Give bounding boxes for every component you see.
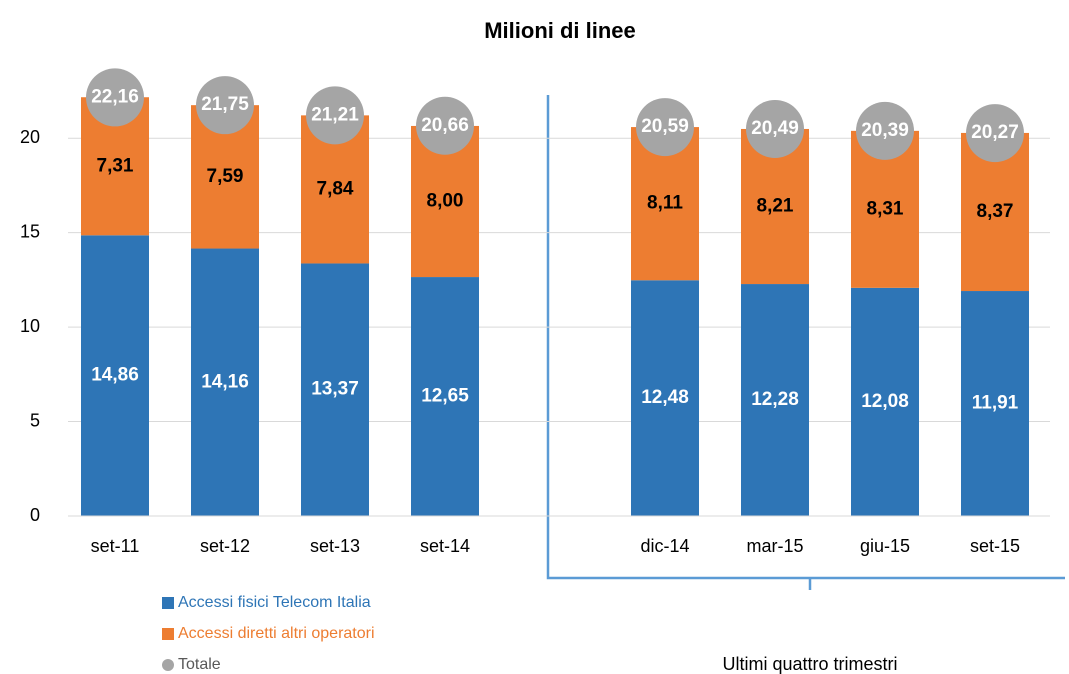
data-label: 7,84 — [317, 178, 354, 199]
data-label: 12,65 — [421, 386, 469, 407]
y-tick-label: 20 — [20, 127, 40, 147]
chart-title: Milioni di linee — [484, 18, 636, 43]
legend-label: Accessi diretti altri operatori — [178, 625, 375, 642]
legend-label: Accessi fisici Telecom Italia — [178, 594, 371, 611]
total-marker — [86, 68, 144, 127]
x-tick-label: mar-15 — [746, 536, 803, 556]
total-label: 20,66 — [421, 115, 469, 136]
x-tick-label: set-12 — [200, 536, 250, 556]
bar-segment — [411, 277, 479, 516]
data-label: 8,21 — [757, 196, 794, 217]
legend-label: Totale — [178, 656, 221, 673]
bar-segment — [191, 248, 259, 517]
bar-segment — [961, 291, 1029, 516]
data-label: 12,48 — [641, 387, 689, 408]
data-label: 7,31 — [97, 155, 134, 176]
x-tick-label: set-11 — [91, 536, 140, 556]
y-tick-label: 5 — [30, 410, 40, 430]
data-label: 8,00 — [427, 191, 464, 212]
data-label: 11,91 — [972, 393, 1019, 414]
data-label: 8,31 — [867, 198, 904, 219]
x-tick-label: set-13 — [310, 536, 360, 556]
data-label: 7,59 — [207, 166, 244, 187]
y-tick-label: 10 — [20, 316, 40, 336]
y-tick-label: 0 — [30, 505, 40, 525]
data-label: 14,16 — [201, 371, 249, 392]
data-label: 13,37 — [311, 379, 359, 400]
bracket — [546, 95, 1065, 590]
total-label: 20,39 — [861, 120, 909, 141]
data-label: 14,86 — [91, 365, 139, 386]
total-label: 20,27 — [971, 122, 1019, 143]
data-label: 8,11 — [647, 193, 683, 214]
total-label: 22,16 — [91, 86, 139, 107]
legend-swatch — [162, 628, 174, 640]
data-label: 8,37 — [977, 201, 1014, 222]
total-marker — [746, 99, 804, 158]
total-marker — [856, 101, 914, 160]
x-tick-label: set-15 — [970, 536, 1020, 556]
total-label: 20,59 — [641, 116, 689, 137]
total-marker — [306, 86, 364, 145]
total-marker — [636, 98, 694, 157]
x-tick-label: dic-14 — [640, 536, 689, 556]
data-label: 12,08 — [861, 391, 909, 412]
legend-swatch — [162, 597, 174, 609]
legend-swatch — [162, 659, 174, 671]
total-label: 21,75 — [201, 94, 249, 115]
total-label: 20,49 — [751, 118, 799, 139]
bar-segment — [631, 280, 699, 516]
total-marker — [196, 76, 254, 135]
x-tick-label: set-14 — [420, 536, 470, 556]
bar-segment — [301, 263, 369, 516]
y-tick-label: 15 — [20, 221, 40, 241]
total-marker — [416, 96, 474, 155]
annotation: Ultimi quattro trimestri — [722, 654, 897, 674]
x-tick-label: giu-15 — [860, 536, 910, 556]
bar-segment — [81, 235, 149, 517]
bar-segment — [851, 287, 919, 516]
data-label: 12,28 — [751, 389, 799, 410]
total-marker — [966, 104, 1024, 163]
bar-segment — [741, 284, 809, 516]
total-label: 21,21 — [311, 104, 359, 125]
